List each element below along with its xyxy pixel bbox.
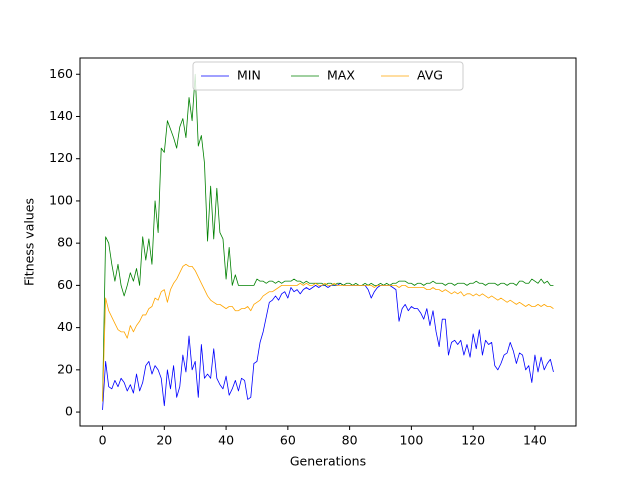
y-tick-label: 140	[49, 108, 73, 123]
legend-label: MIN	[237, 68, 261, 83]
y-tick-label: 160	[49, 66, 73, 81]
axes-frame	[79, 57, 577, 427]
y-axis-label: Fitness values	[22, 198, 37, 286]
line-series	[102, 282, 554, 410]
y-tick-label: 60	[57, 277, 73, 292]
x-tick-label: 0	[99, 433, 107, 448]
legend-label: MAX	[327, 68, 355, 83]
y-tick-label: 0	[65, 404, 73, 419]
y-tick-label: 120	[49, 150, 73, 165]
y-tick-label: 20	[57, 361, 73, 376]
x-tick-label: 60	[280, 433, 296, 448]
legend-label: AVG	[417, 68, 443, 83]
legend-frame	[192, 61, 464, 91]
y-tick-label: 100	[49, 192, 73, 207]
line-series	[102, 263, 554, 402]
x-tick-label: 20	[156, 433, 172, 448]
x-axis-label: Generations	[290, 454, 366, 469]
x-tick-label: 100	[399, 433, 423, 448]
legend: MIN MAX AVG	[192, 61, 464, 91]
x-tick-label: 80	[342, 433, 358, 448]
x-tick-label: 40	[218, 433, 234, 448]
y-tick-label: 80	[57, 235, 73, 250]
x-tick-label: 120	[461, 433, 485, 448]
x-tick-label: 140	[523, 433, 547, 448]
line-series	[102, 73, 554, 402]
y-tick-label: 40	[57, 319, 73, 334]
